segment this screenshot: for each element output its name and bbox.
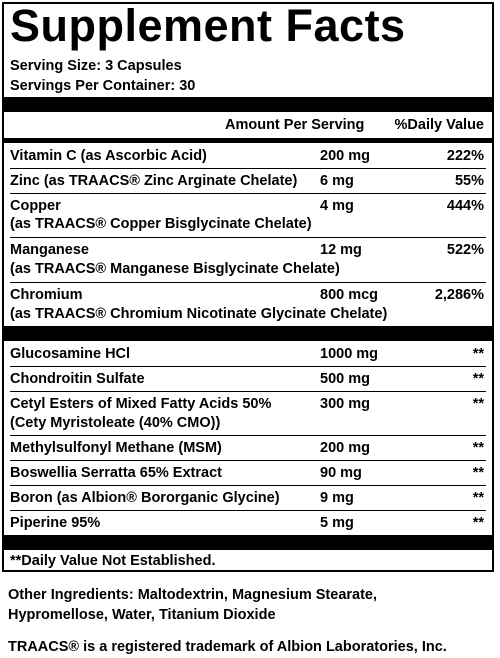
nutrient-name: Zinc (as TRAACS® Zinc Arginate Chelate) [10,173,298,189]
ingredient-daily-value: ** [472,371,484,387]
footnote: **Daily Value Not Established. [10,553,216,569]
row-divider [10,168,486,169]
nutrient-amount: 800 mcg [320,287,379,303]
ingredient-amount: 300 mg [320,396,370,412]
ingredient-amount: 5 mg [320,515,354,531]
ingredient-name: Glucosamine HCl [10,346,131,362]
ingredient-name: Cetyl Esters of Mixed Fatty Acids 50% [10,396,272,412]
ingredient-daily-value: ** [472,440,484,456]
ingredient-name: Boswellia Serratta 65% Extract [10,465,222,481]
other-ingredients-line-2: Hypromellose, Water, Titanium Dioxide [8,607,276,623]
column-header-amount: Amount Per Serving [225,117,365,133]
nutrient-daily-value: 222% [446,148,484,164]
row-divider [10,282,486,283]
ingredient-name: Piperine 95% [10,515,101,531]
thick-divider [4,326,492,341]
ingredient-amount: 1000 mg [320,346,379,362]
row-divider [10,193,486,194]
ingredient-amount: 200 mg [320,440,370,456]
nutrient-source: (as TRAACS® Chromium Nicotinate Glycinat… [10,306,388,322]
ingredient-daily-value: ** [472,465,484,481]
medium-divider [4,138,492,143]
ingredient-name: Chondroitin Sulfate [10,371,145,387]
ingredient-daily-value: ** [472,515,484,531]
row-divider [10,366,486,367]
ingredient-daily-value: ** [472,490,484,506]
ingredient-name: Methylsulfonyl Methane (MSM) [10,440,222,456]
row-divider [10,435,486,436]
nutrient-amount: 200 mg [320,148,370,164]
supplement-facts-panel: Supplement Facts Serving Size: 3 Capsule… [2,0,494,572]
nutrient-daily-value: 444% [446,198,484,214]
nutrient-source: (as TRAACS® Copper Bisglycinate Chelate) [10,216,312,232]
ingredient-name: Boron (as Albion® Bororganic Glycine) [10,490,280,506]
nutrient-name: Manganese [10,242,89,258]
row-divider [10,391,486,392]
nutrient-name: Copper [10,198,61,214]
panel-title: Supplement Facts [10,0,406,51]
trademark-notice: TRAACS® is a registered trademark of Alb… [8,639,447,655]
nutrient-daily-value: 522% [446,242,484,258]
row-divider [10,485,486,486]
thick-divider [4,535,492,550]
nutrient-amount: 4 mg [320,198,354,214]
nutrient-amount: 6 mg [320,173,354,189]
thick-divider [4,97,492,112]
row-divider [10,237,486,238]
row-divider [10,460,486,461]
ingredient-daily-value: ** [472,396,484,412]
nutrient-name: Chromium [10,287,83,303]
nutrient-daily-value: 55% [454,173,484,189]
column-header-daily-value: %Daily Value [394,117,484,133]
nutrient-amount: 12 mg [320,242,362,258]
row-divider [10,510,486,511]
serving-size: Serving Size: 3 Capsules [10,58,182,74]
ingredient-daily-value: ** [472,346,484,362]
servings-per-container: Servings Per Container: 30 [10,78,196,94]
nutrient-source: (as TRAACS® Manganese Bisglycinate Chela… [10,261,340,277]
nutrient-daily-value: 2,286% [434,287,484,303]
ingredient-amount: 9 mg [320,490,354,506]
other-ingredients-line-1: Other Ingredients: Maltodextrin, Magnesi… [8,587,378,603]
ingredient-amount: 90 mg [320,465,362,481]
ingredient-detail: (Cety Myristoleate (40% CMO)) [10,415,221,431]
ingredient-amount: 500 mg [320,371,370,387]
nutrient-name: Vitamin C (as Ascorbic Acid) [10,148,207,164]
